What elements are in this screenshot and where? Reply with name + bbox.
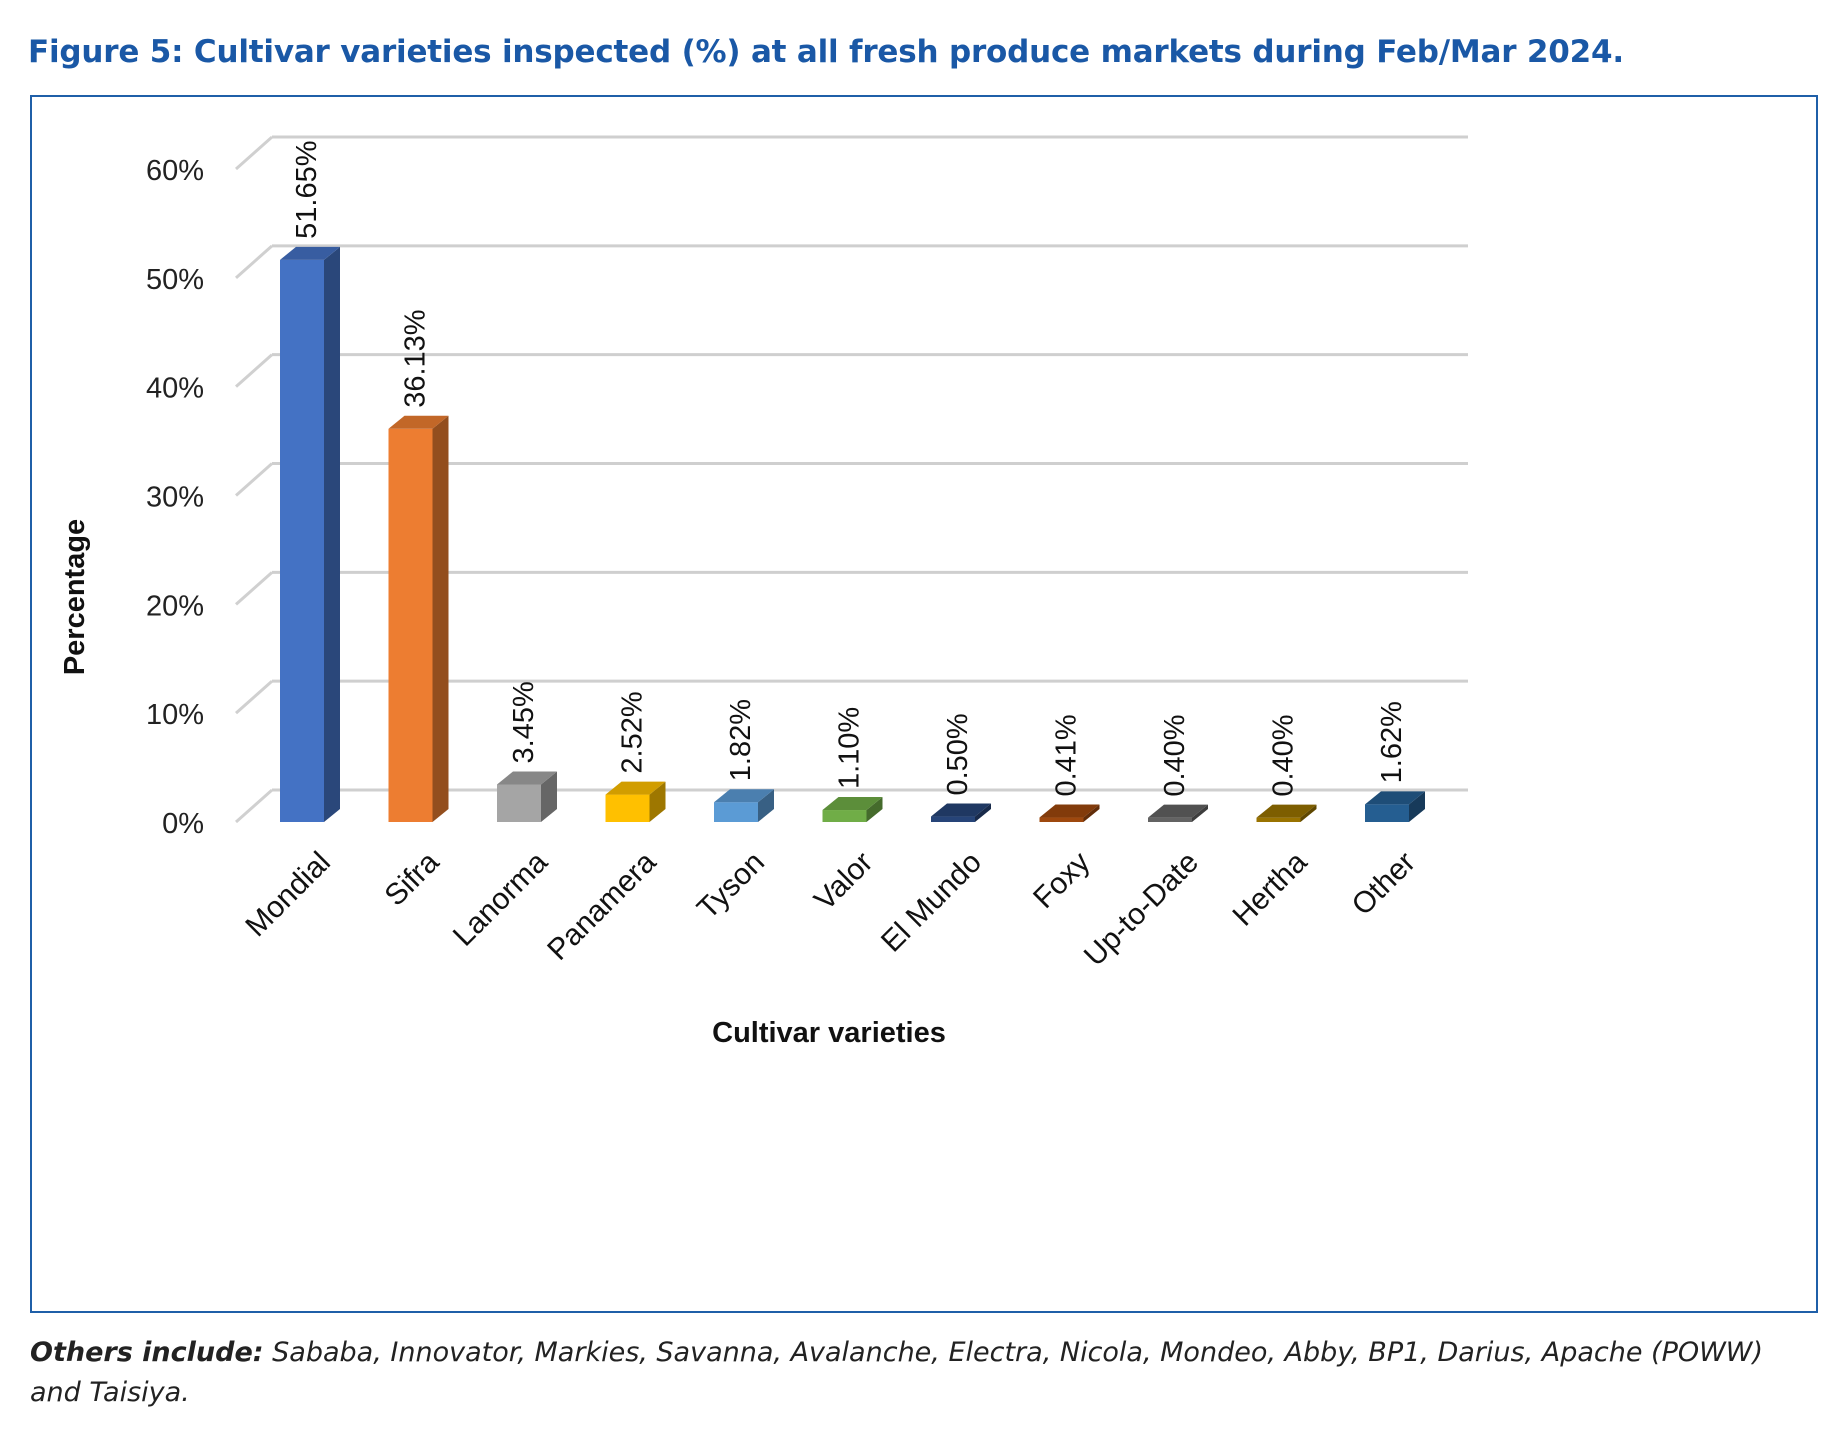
x-tick-label: Mondial: [239, 846, 337, 944]
bar-side: [758, 789, 774, 822]
bar-front: [280, 259, 324, 822]
y-tick-label: 60%: [146, 155, 204, 187]
bar-front: [497, 784, 541, 822]
data-label: 1.62%: [1376, 701, 1408, 783]
bar-top: [1148, 804, 1208, 818]
bar-side: [1409, 791, 1425, 822]
gridline-side: [235, 788, 273, 824]
gridline-side: [235, 135, 273, 171]
bar-front: [714, 802, 758, 822]
data-label: 0.40%: [1268, 714, 1300, 796]
x-tick-label: Foxy: [1027, 846, 1096, 915]
figure-title: Figure 5: Cultivar varieties inspected (…: [28, 34, 1624, 70]
gridline-side: [235, 244, 273, 279]
gridline-side: [235, 571, 273, 606]
bar-top: [280, 246, 340, 260]
y-tick-label: 30%: [146, 482, 204, 514]
data-label: 2.52%: [617, 691, 649, 773]
bar-front: [1148, 817, 1192, 822]
y-tick-label: 20%: [146, 590, 204, 622]
bar-top: [605, 781, 666, 795]
bar-foxy: [1039, 804, 1100, 822]
bar-side: [649, 781, 666, 822]
y-tick-label: 40%: [146, 373, 204, 405]
data-label: 3.45%: [508, 681, 540, 763]
bar-front: [388, 428, 433, 822]
bar-tyson: [714, 789, 774, 822]
gridline-side: [235, 680, 273, 715]
bar-side: [866, 797, 883, 822]
bar-front: [1365, 804, 1409, 822]
gridline-side: [235, 462, 273, 497]
y-tick-label: 0%: [162, 808, 204, 840]
bar-sifra: [388, 415, 449, 822]
chart-frame: 0% 10% 20% 30% 40% 50% 60% 51.65% 36.13% 3.45% 2.…: [30, 95, 1818, 1313]
bar-side: [1300, 804, 1317, 822]
bar-front: [822, 810, 867, 822]
bar-side: [1192, 804, 1208, 822]
data-label: 0.40%: [1159, 714, 1191, 796]
x-tick-label: Up-to-Date: [1078, 846, 1205, 973]
data-label: 1.10%: [834, 707, 866, 789]
bar-side: [324, 246, 340, 822]
data-labels: 51.65% 36.13% 3.45% 2.52% 1.82% 1.10% 0.50% 0.4…: [291, 141, 1408, 797]
bars: [280, 246, 1425, 822]
bar-front: [1039, 817, 1084, 822]
bar-top: [714, 789, 774, 803]
bar-top: [1256, 804, 1317, 818]
x-tick-label: Hertha: [1226, 845, 1313, 932]
bar-lanorma: [497, 771, 557, 822]
bar-front: [1256, 817, 1301, 822]
y-axis-ticks: 0% 10% 20% 30% 40% 50% 60%: [146, 155, 204, 840]
bar-up-to-date: [1148, 804, 1208, 822]
x-tick-label: Panamera: [541, 845, 662, 966]
bar-panamera: [605, 781, 666, 822]
bar-front: [605, 794, 650, 822]
data-label: 51.65%: [291, 141, 323, 239]
gridline-side: [235, 353, 273, 388]
bar-top: [1039, 804, 1100, 818]
y-tick-label: 50%: [146, 264, 204, 296]
bar-side: [541, 771, 557, 822]
bar-hertha: [1256, 804, 1317, 822]
bar-top: [497, 771, 557, 785]
data-label: 0.50%: [942, 713, 974, 795]
bar-el-mundo: [931, 803, 991, 822]
bar-side: [432, 415, 449, 822]
x-tick-label: Other: [1346, 846, 1422, 922]
bar-front: [931, 816, 975, 822]
y-axis-title: Percentage: [59, 519, 91, 675]
y-tick-label: 10%: [146, 699, 204, 731]
bar-mondial: [280, 246, 340, 822]
footnote-text: Sababa, Innovator, Markies, Savanna, Ava…: [30, 1337, 1764, 1408]
footnote: Others include: Sababa, Innovator, Marki…: [30, 1333, 1780, 1413]
bar-other: [1365, 791, 1425, 822]
bar-valor: [822, 797, 883, 822]
footnote-label: Others include:: [30, 1337, 264, 1368]
x-tick-label: Valor: [808, 846, 879, 917]
bar-side: [975, 803, 991, 822]
x-tick-label: El Mundo: [875, 846, 988, 959]
bar-top: [388, 415, 449, 429]
bar-top: [822, 797, 883, 811]
x-axis-title: Cultivar varieties: [712, 1017, 946, 1049]
gridlines: [235, 135, 1468, 824]
bar-top: [1365, 791, 1425, 805]
data-label: 0.41%: [1051, 714, 1083, 796]
data-label: 36.13%: [400, 309, 432, 407]
x-tick-label: Tyson: [691, 846, 771, 926]
bar-side: [1083, 804, 1100, 822]
bar-top: [931, 803, 991, 817]
data-label: 1.82%: [725, 699, 757, 781]
x-tick-label: Sifra: [378, 845, 445, 912]
x-tick-label: Lanorma: [447, 845, 554, 952]
bar-chart: 0% 10% 20% 30% 40% 50% 60% 51.65% 36.13% 3.45% 2.…: [59, 135, 1468, 1049]
